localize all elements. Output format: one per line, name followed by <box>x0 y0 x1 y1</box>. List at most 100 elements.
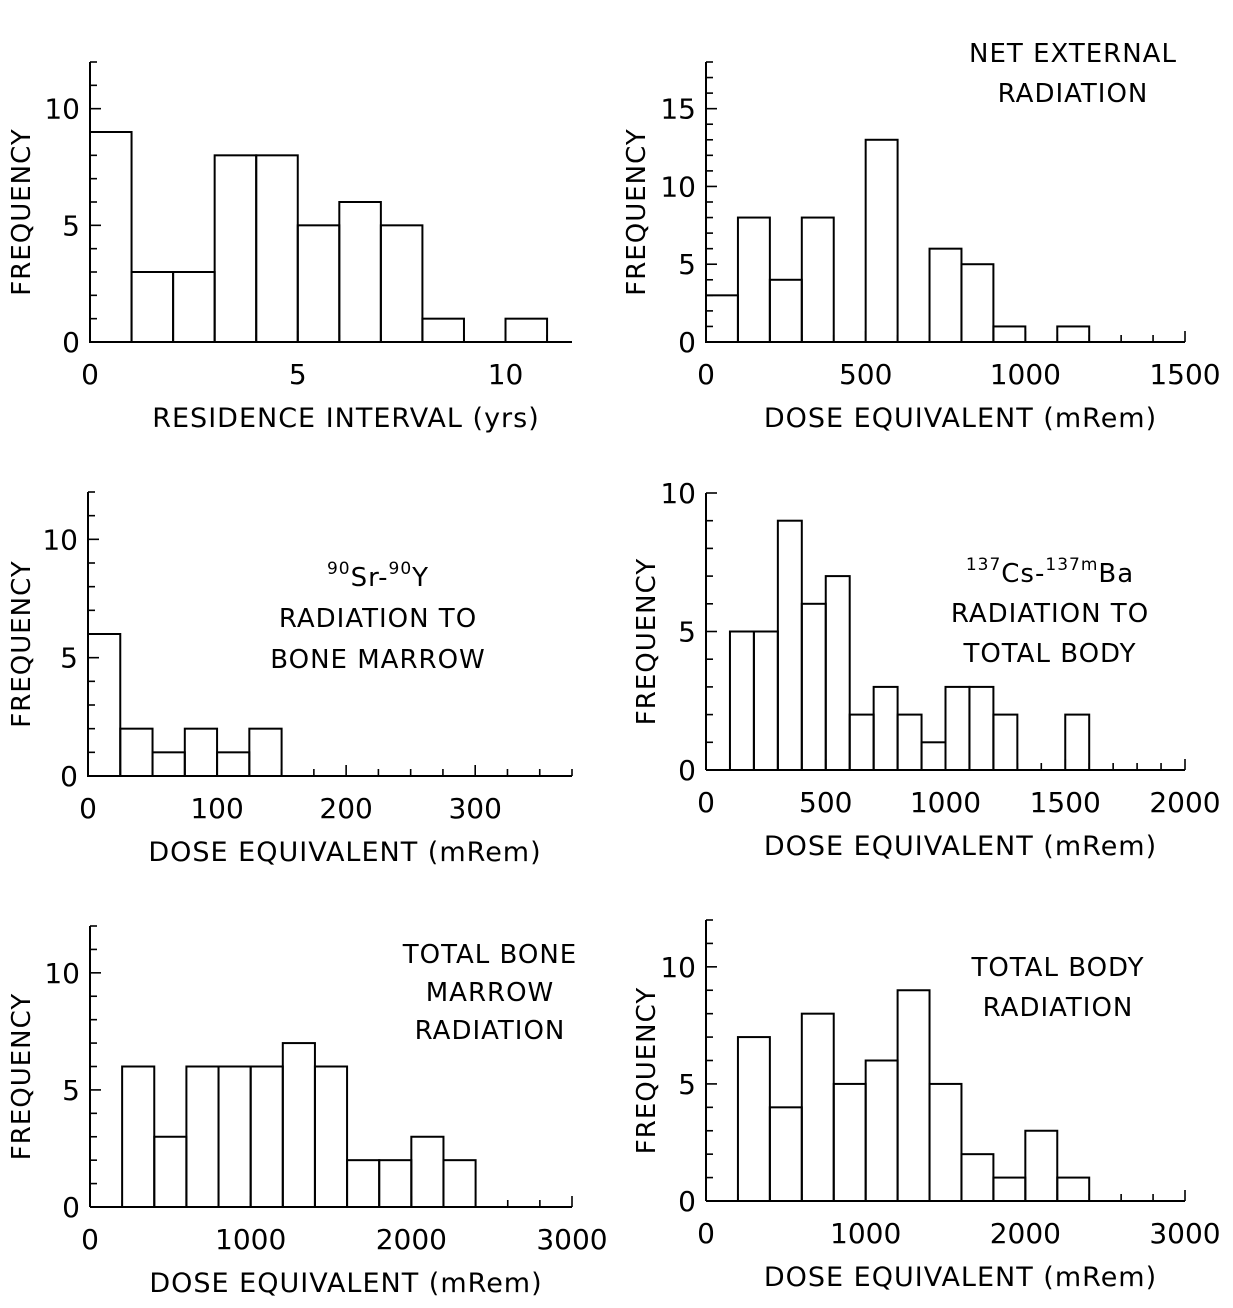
isotope-superscript: 90 <box>327 559 351 579</box>
x-tick-label: 0 <box>697 358 715 391</box>
histogram-bar <box>421 317 465 343</box>
y-axis-label: FREQUENCY <box>7 560 37 727</box>
histogram-bar <box>121 1065 156 1208</box>
x-tick-label: 0 <box>697 786 715 819</box>
panel-annotation-line: RADIATION <box>998 79 1149 109</box>
histogram-bar <box>410 1135 445 1208</box>
histogram-bar <box>248 727 283 778</box>
histogram-bar <box>776 519 803 772</box>
y-tick-label: 10 <box>42 523 78 556</box>
histogram-bar <box>768 278 803 343</box>
panel-annotation-line: 90Sr-90Y <box>327 559 429 593</box>
histogram-bar <box>736 216 771 343</box>
histogram-bar <box>338 201 382 343</box>
x-tick-label: 300 <box>448 792 501 825</box>
panel-annotation-line: RADIATION <box>983 993 1134 1023</box>
x-tick-label: 100 <box>190 792 243 825</box>
panel-annotation-line: TOTAL BODY <box>962 639 1136 669</box>
histogram-bar <box>800 602 827 771</box>
panel-annotation-line: RADIATION <box>415 1016 566 1046</box>
histogram-bar <box>752 630 779 771</box>
y-tick-label: 0 <box>62 326 80 359</box>
panel-annotation-line: 137Cs-137mBa <box>966 555 1134 589</box>
histogram-bar <box>1024 1129 1059 1202</box>
y-tick-label: 10 <box>660 170 696 203</box>
x-tick-label: 1000 <box>990 358 1061 391</box>
histogram-bar <box>800 216 835 343</box>
chart-panel-1: 0 5 10 0 5 10 RESIDENCE INTERVAL (yrs) FREQUENC… <box>7 61 572 434</box>
histogram-bar <box>848 713 875 771</box>
y-tick-label: 5 <box>62 209 80 242</box>
isotope-symbol: Cs- <box>1001 559 1045 589</box>
y-axis-label: FREQUENCY <box>632 558 662 725</box>
histogram-bar <box>896 713 923 771</box>
isotope-superscript: 137 <box>966 555 1001 575</box>
y-tick-label: 10 <box>44 957 80 990</box>
x-tick-label: 2000 <box>1149 786 1220 819</box>
histogram-bar <box>183 727 219 778</box>
y-tick-label: 10 <box>44 93 80 126</box>
y-tick-label: 5 <box>678 248 696 281</box>
histogram-bar <box>313 1065 349 1208</box>
histogram-bar <box>379 224 424 343</box>
chart-panel-6: 0 1000 2000 3000 0 5 10 DOSE EQUIVALENT (mRem) F… <box>632 919 1221 1293</box>
histogram-bar <box>992 1176 1027 1203</box>
y-tick-label: 0 <box>60 760 78 793</box>
y-tick-label: 15 <box>660 93 696 126</box>
histogram-bar <box>213 154 258 343</box>
x-axis-label: DOSE EQUIVALENT (mRem) <box>764 1262 1157 1293</box>
y-axis-label: FREQUENCY <box>632 987 662 1154</box>
histogram-bar <box>130 271 175 343</box>
histogram-bar <box>296 224 341 343</box>
histogram-bar <box>736 1036 771 1203</box>
histogram-bar <box>1056 325 1091 344</box>
isotope-superscript: 90 <box>389 559 413 579</box>
x-tick-label: 0 <box>697 1217 715 1250</box>
y-tick-label: 10 <box>660 951 696 984</box>
histogram-bar <box>504 317 549 343</box>
histogram-bar <box>216 751 251 777</box>
histogram-bar <box>928 1082 963 1202</box>
panel-annotation-line: MARROW <box>426 978 555 1008</box>
x-tick-label: 10 <box>488 358 524 391</box>
histogram-bar <box>960 263 995 344</box>
x-tick-label: 1000 <box>910 786 981 819</box>
histogram-bar <box>705 294 739 344</box>
y-tick-label: 0 <box>62 1191 80 1224</box>
x-axis-label: DOSE EQUIVALENT (mRem) <box>149 1268 542 1299</box>
histogram-bar <box>346 1159 381 1208</box>
panel-annotation-line: BONE MARROW <box>270 645 486 675</box>
chart-panel-2: 0 500 1000 1500 0 5 10 15 DOSE EQUIVALENT (mRem)… <box>622 39 1221 434</box>
y-axis-label: FREQUENCY <box>622 128 652 295</box>
histogram-bar <box>172 271 216 343</box>
histogram-bar <box>968 685 995 772</box>
histogram-bar <box>153 1135 188 1208</box>
y-axis-label: FREQUENCY <box>7 993 37 1160</box>
histogram-bar <box>960 1153 995 1202</box>
x-axis-label: RESIDENCE INTERVAL (yrs) <box>152 403 540 434</box>
histogram-bar <box>864 138 899 343</box>
histogram-bar <box>832 1082 867 1202</box>
y-tick-label: 0 <box>678 326 696 359</box>
histogram-bar <box>928 247 963 344</box>
y-tick-label: 10 <box>660 477 696 510</box>
histogram-bar <box>800 1012 835 1203</box>
histogram-bar <box>944 685 971 772</box>
isotope-symbol: Y <box>411 563 429 593</box>
x-tick-label: 2000 <box>990 1217 1061 1250</box>
histogram-bar <box>119 727 154 778</box>
x-tick-label: 0 <box>81 1223 99 1256</box>
y-tick-label: 5 <box>678 616 696 649</box>
y-tick-label: 5 <box>62 1074 80 1107</box>
x-tick-label: 0 <box>79 792 97 825</box>
histogram-bar <box>255 154 299 343</box>
x-axis-label: DOSE EQUIVALENT (mRem) <box>148 837 541 868</box>
x-tick-label: 500 <box>839 358 892 391</box>
histogram-bar <box>217 1065 252 1208</box>
y-tick-label: 0 <box>678 1185 696 1218</box>
x-axis-label: DOSE EQUIVALENT (mRem) <box>764 831 1157 862</box>
x-tick-label: 3000 <box>1149 1217 1220 1250</box>
panel-annotation-line: RADIATION TO <box>951 599 1149 629</box>
y-tick-label: 5 <box>60 642 78 675</box>
